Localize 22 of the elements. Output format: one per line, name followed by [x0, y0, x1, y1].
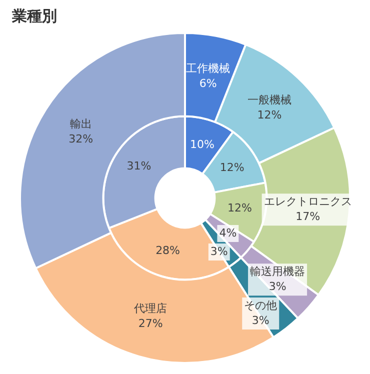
data-label: 32% — [68, 132, 94, 146]
slice-label: エレクトロニクス — [264, 194, 352, 208]
slice-label: 工作機械 — [186, 62, 230, 76]
slice-label: 輸出 — [70, 117, 92, 130]
data-label: 12% — [228, 201, 252, 214]
data-label: 27% — [138, 316, 163, 330]
data-label: 4% — [219, 226, 237, 240]
data-label: 3% — [210, 244, 228, 258]
slice-label: 輸送用機器 — [250, 264, 306, 278]
data-label: 10% — [190, 138, 214, 151]
data-label: 28% — [156, 244, 180, 257]
slice-label: その他 — [244, 298, 278, 312]
slice-label: 一般機械 — [247, 93, 292, 106]
chart-title: 業種別 — [11, 6, 57, 25]
slice-label: 代理店 — [133, 302, 168, 315]
data-label: 12% — [220, 161, 244, 174]
data-label: 17% — [296, 210, 320, 223]
data-label: 6% — [199, 77, 217, 90]
data-label: 31% — [126, 160, 152, 173]
data-label: 3% — [268, 280, 286, 293]
data-label: 3% — [252, 314, 270, 327]
data-label: 12% — [257, 108, 282, 122]
